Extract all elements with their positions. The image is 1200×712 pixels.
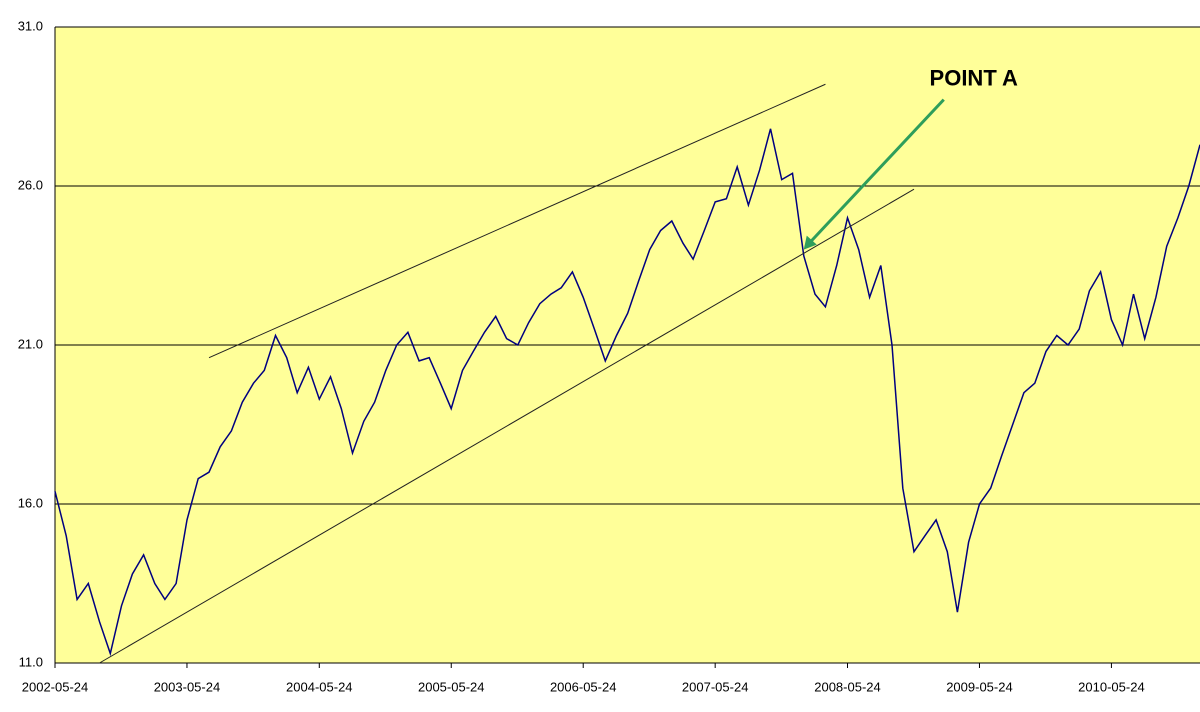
y-tick-label: 31.0 xyxy=(18,18,43,33)
x-tick-label: 2002-05-24 xyxy=(22,679,89,694)
x-tick-label: 2009-05-24 xyxy=(946,679,1013,694)
x-tick-label: 2010-05-24 xyxy=(1078,679,1145,694)
x-tick-label: 2008-05-24 xyxy=(814,679,881,694)
arrow-head xyxy=(803,235,817,250)
price-line xyxy=(54,128,1200,657)
x-tick-label: 2003-05-24 xyxy=(154,679,221,694)
y-tick-label: 11.0 xyxy=(19,654,43,669)
x-tick-label: 2004-05-24 xyxy=(286,679,353,694)
trend-line xyxy=(99,188,915,664)
trend-line xyxy=(208,83,826,359)
annotation-arrow xyxy=(808,98,945,244)
x-tick-label: 2005-05-24 xyxy=(418,679,485,694)
y-tick-label: 26.0 xyxy=(18,177,43,192)
annotation-label: POINT A xyxy=(930,65,1019,90)
y-tick-label: 21.0 xyxy=(18,336,43,351)
x-tick-label: 2006-05-24 xyxy=(550,679,617,694)
y-tick-label: 16.0 xyxy=(18,495,43,510)
x-tick-label: 2007-05-24 xyxy=(682,679,749,694)
